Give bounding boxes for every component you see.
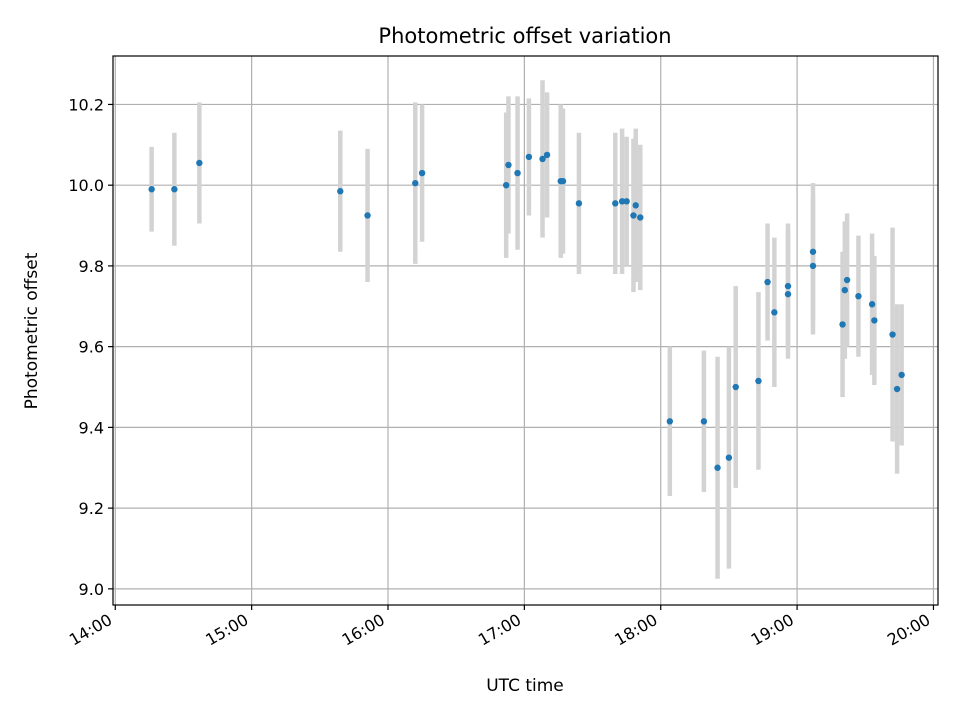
data-point (764, 278, 771, 286)
data-point (618, 198, 626, 205)
data-point (809, 262, 817, 270)
y-tick-label: 9.4 (79, 418, 104, 437)
data-point (839, 321, 846, 328)
plot-frame (112, 55, 939, 606)
data-point (196, 159, 203, 167)
data-point (612, 200, 619, 207)
data-point (623, 198, 630, 205)
data-point (725, 454, 733, 461)
data-point (539, 155, 546, 163)
grid (113, 56, 938, 605)
data-point (575, 200, 583, 207)
data-point (868, 301, 876, 308)
data-point (771, 309, 778, 316)
chart-title: Photometric offset variation (378, 24, 671, 48)
data-point (418, 169, 426, 177)
y-tick-label: 10.0 (68, 176, 104, 195)
data-point (841, 286, 849, 294)
data-point (412, 179, 419, 187)
data-point (559, 177, 567, 185)
data-point (502, 181, 510, 189)
data-point (364, 212, 371, 219)
data-point (525, 153, 533, 161)
data-point (543, 151, 551, 159)
y-tick-label: 9.2 (79, 499, 104, 518)
data-point (893, 385, 901, 393)
data-point (784, 290, 792, 298)
y-tick-label: 9.8 (79, 257, 104, 276)
y-tick-label: 9.6 (79, 338, 104, 357)
data-point (148, 186, 155, 193)
data-point (714, 464, 721, 471)
data-point (171, 186, 178, 193)
data-point (632, 202, 639, 209)
data-points (148, 151, 905, 471)
x-axis-label: UTC time (486, 676, 564, 696)
y-axis: 9.0 9.2 9.4 9.6 9.8 10.0 10.2 (68, 95, 113, 599)
y-tick-label: 10.2 (68, 95, 104, 114)
data-point (505, 161, 512, 169)
y-tick-label: 9.0 (79, 580, 104, 599)
data-point (898, 371, 905, 379)
data-point (843, 276, 851, 284)
data-point (630, 212, 637, 219)
data-point (784, 282, 792, 290)
data-point (871, 317, 878, 324)
data-point (637, 214, 644, 221)
data-point (666, 418, 674, 425)
y-axis-label: Photometric offset (22, 252, 42, 409)
data-point (514, 169, 521, 177)
data-point (755, 377, 762, 385)
data-point (732, 383, 739, 391)
data-point (809, 248, 817, 255)
data-point (855, 292, 862, 300)
data-point (889, 331, 896, 338)
data-point (337, 188, 344, 195)
data-point (700, 418, 708, 425)
